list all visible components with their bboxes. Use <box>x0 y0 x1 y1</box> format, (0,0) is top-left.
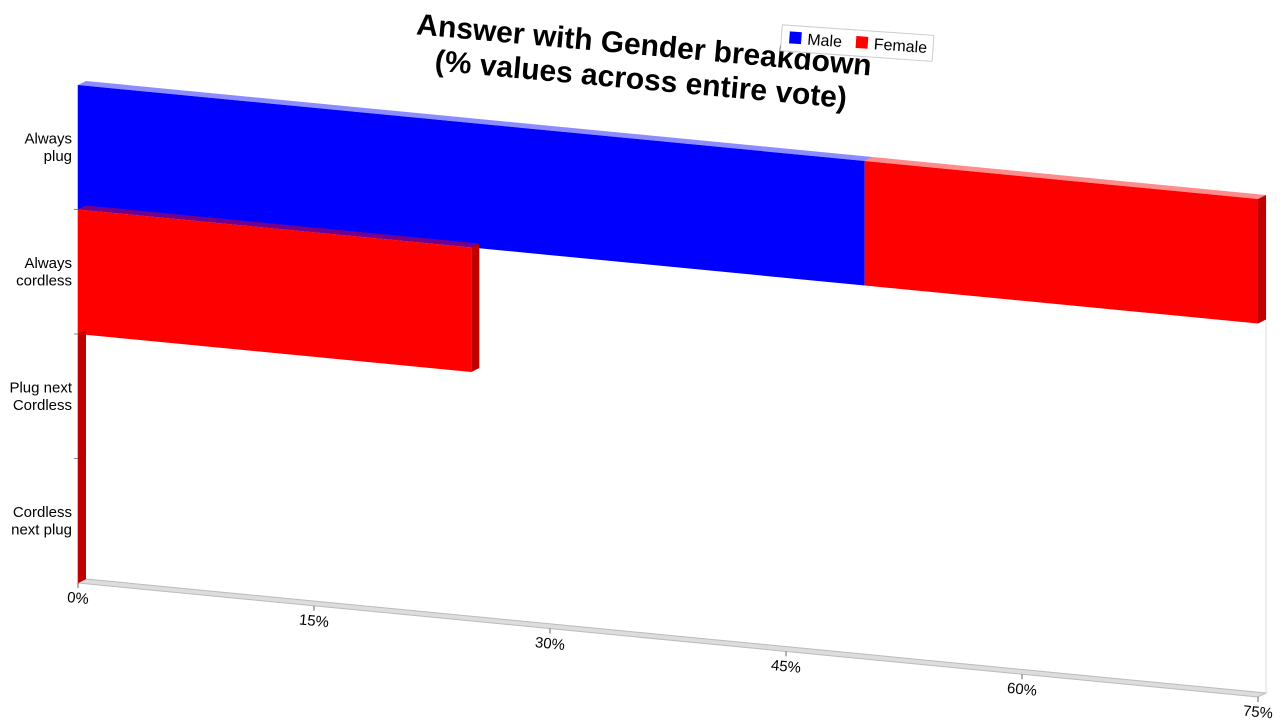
legend-text: Female <box>873 36 928 57</box>
bar-side <box>78 330 86 459</box>
x-tick-label: 75% <box>1242 703 1274 720</box>
bar-top <box>864 157 1266 199</box>
bar <box>78 85 865 286</box>
y-tick-label: Cordless next plug <box>11 504 72 538</box>
axis-floor <box>76 578 1268 698</box>
bar <box>864 161 1258 324</box>
bar-side <box>471 243 480 372</box>
x-tick-label: 30% <box>534 634 566 654</box>
x-tick-label: 0% <box>66 589 89 608</box>
bar-side <box>78 454 86 583</box>
y-tick-label: Always cordless <box>16 255 72 289</box>
legend-text: Male <box>807 32 843 51</box>
bar <box>78 209 472 372</box>
legend-swatch <box>855 36 869 49</box>
legend-swatch <box>789 31 802 45</box>
bar-side <box>1258 195 1266 324</box>
bar-top <box>78 81 873 161</box>
x-tick-label: 45% <box>770 657 802 677</box>
x-tick-label: 60% <box>1006 680 1038 700</box>
bar-top <box>78 205 480 248</box>
chart-title: Answer with Gender breakdown(% values ac… <box>412 8 873 117</box>
y-tick-label: Plug next Cordless <box>9 380 72 414</box>
x-tick-label: 15% <box>298 611 330 631</box>
y-tick-label: Always plug <box>24 131 72 165</box>
legend: Male Female <box>779 24 935 62</box>
